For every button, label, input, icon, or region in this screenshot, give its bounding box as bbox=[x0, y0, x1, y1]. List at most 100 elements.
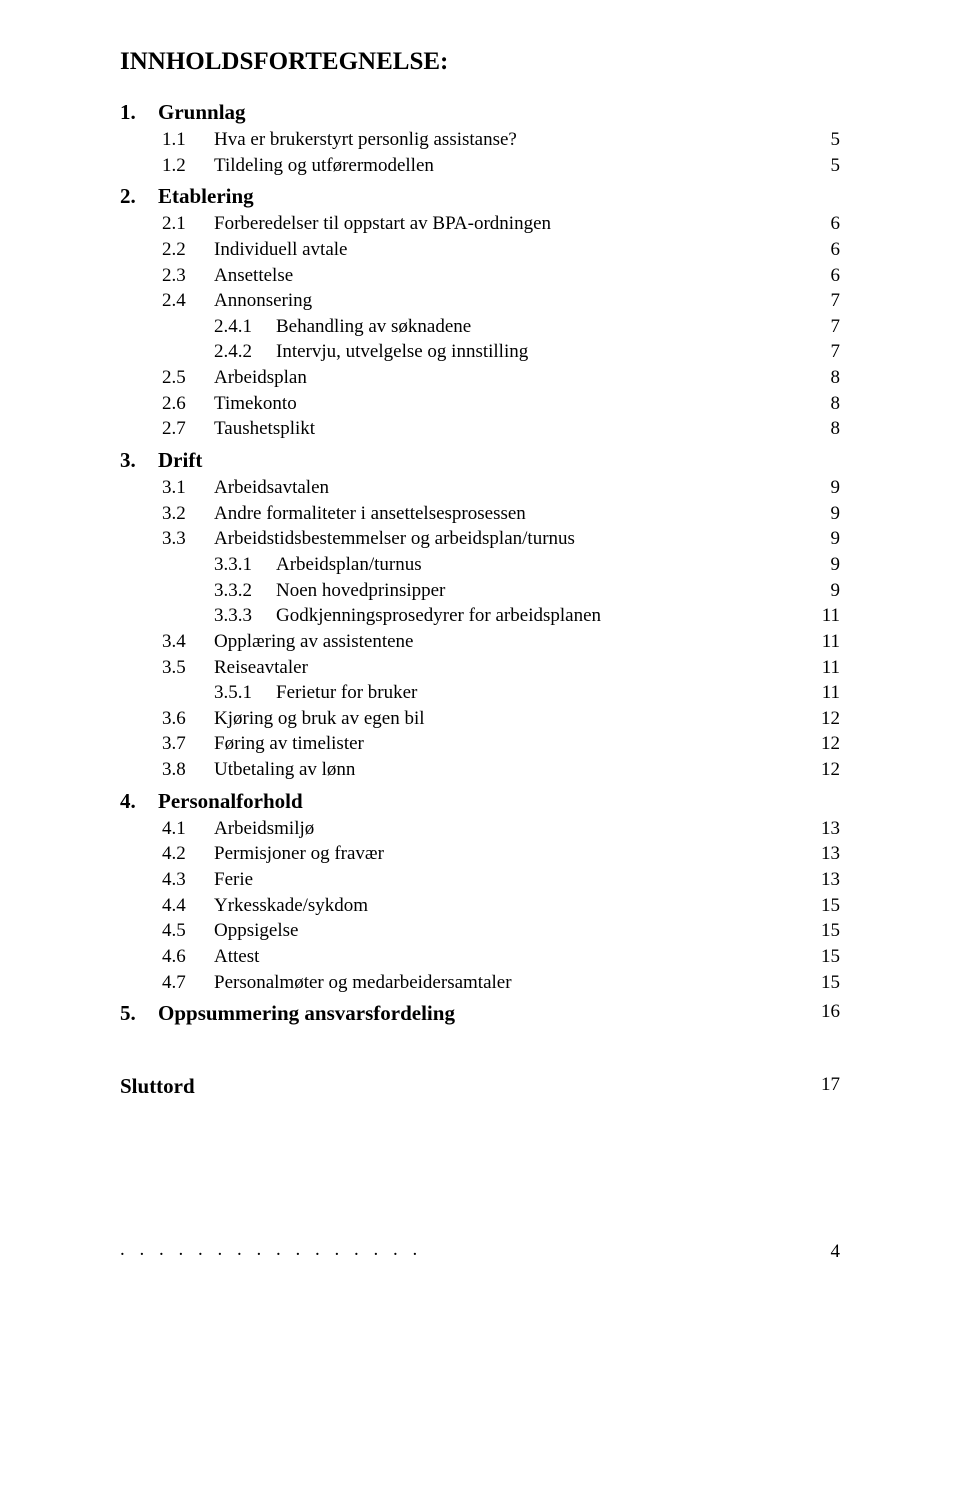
toc-entry: 3.4Opplæring av assistentene 11 bbox=[162, 629, 840, 655]
toc-num: 3.4 bbox=[162, 629, 214, 655]
toc-num: 4.5 bbox=[162, 918, 214, 944]
toc-entry: 2.4.2Intervju, utvelgelse og innstilling… bbox=[214, 339, 840, 365]
toc-label: Ansettelse bbox=[214, 265, 293, 286]
toc-entry: 2.3Ansettelse 6 bbox=[162, 263, 840, 289]
toc-num: 2.4 bbox=[162, 288, 214, 314]
toc-page: 12 bbox=[810, 757, 840, 783]
toc-entry: 3.2Andre formaliteter i ansettelsesprose… bbox=[162, 501, 840, 527]
toc-label: Personalmøter og medarbeidersamtaler bbox=[214, 972, 512, 993]
toc-page: 6 bbox=[810, 211, 840, 237]
toc-page: 11 bbox=[810, 655, 840, 681]
toc-entry: 3.3.2Noen hovedprinsipper 9 bbox=[214, 578, 840, 604]
toc-num: 5. bbox=[120, 1001, 158, 1026]
toc-entry: 3.3.1Arbeidsplan/turnus 9 bbox=[214, 552, 840, 578]
toc-num: 3.5 bbox=[162, 655, 214, 681]
toc-entry: 4.7Personalmøter og medarbeidersamtaler … bbox=[162, 970, 840, 996]
toc-entry: 2.1Forberedelser til oppstart av BPA-ord… bbox=[162, 211, 840, 237]
toc-page: 16 bbox=[810, 1001, 840, 1026]
toc-entry: 4.1Arbeidsmiljø 13 bbox=[162, 816, 840, 842]
toc-entry: 2.7Taushetsplikt 8 bbox=[162, 416, 840, 442]
toc-label: Arbeidsplan bbox=[214, 367, 307, 388]
toc-label: Arbeidstidsbestemmelser og arbeidsplan/t… bbox=[214, 528, 575, 549]
toc-num: 4. bbox=[120, 789, 158, 814]
toc-num: 3.7 bbox=[162, 731, 214, 757]
toc-entry: 3.5.1Ferietur for bruker 11 bbox=[214, 680, 840, 706]
toc-page: 15 bbox=[810, 893, 840, 919]
toc-entry: 4.4Yrkesskade/sykdom 15 bbox=[162, 893, 840, 919]
toc-num: 4.4 bbox=[162, 893, 214, 919]
toc-label: Behandling av søknadene bbox=[276, 316, 471, 337]
toc-entry: 4.2Permisjoner og fravær 13 bbox=[162, 841, 840, 867]
toc-page: 9 bbox=[810, 501, 840, 527]
toc-num: 1. bbox=[120, 100, 158, 125]
toc-num: 2.5 bbox=[162, 365, 214, 391]
toc-label: Individuell avtale bbox=[214, 239, 347, 260]
toc-label: Grunnlag bbox=[158, 100, 246, 124]
toc-num: 3.6 bbox=[162, 706, 214, 732]
toc-label: Hva er brukerstyrt personlig assistanse? bbox=[214, 129, 517, 150]
toc-num: 3.3.1 bbox=[214, 552, 276, 578]
toc-page: 9 bbox=[810, 552, 840, 578]
toc-num: 3.3.3 bbox=[214, 603, 276, 629]
toc-label: Intervju, utvelgelse og innstilling bbox=[276, 341, 528, 362]
toc-page: 5 bbox=[810, 153, 840, 179]
toc-num: 3.3.2 bbox=[214, 578, 276, 604]
toc-page: 11 bbox=[810, 603, 840, 629]
toc-entry: 2.4Annonsering 7 bbox=[162, 288, 840, 314]
toc-num: 3. bbox=[120, 448, 158, 473]
toc-label: Arbeidsplan/turnus bbox=[276, 554, 422, 575]
toc-num: 2.3 bbox=[162, 263, 214, 289]
toc-num: 2.6 bbox=[162, 391, 214, 417]
toc-page: 13 bbox=[810, 841, 840, 867]
toc-page: 11 bbox=[810, 629, 840, 655]
toc-section-4: 4.Personalforhold bbox=[120, 789, 840, 814]
toc-page: 12 bbox=[810, 706, 840, 732]
toc-num: 1.1 bbox=[162, 127, 214, 153]
toc-page: 11 bbox=[810, 680, 840, 706]
toc-num: 2.4.2 bbox=[214, 339, 276, 365]
toc-label: Arbeidsmiljø bbox=[214, 818, 314, 839]
toc-entry: 3.5Reiseavtaler 11 bbox=[162, 655, 840, 681]
toc-label: Personalforhold bbox=[158, 789, 303, 813]
toc-label: Arbeidsavtalen bbox=[214, 477, 329, 498]
toc-page: 12 bbox=[810, 731, 840, 757]
toc-label: Tildeling og utførermodellen bbox=[214, 155, 434, 176]
toc-page: 15 bbox=[810, 944, 840, 970]
toc-page: 9 bbox=[810, 578, 840, 604]
toc-label: Drift bbox=[158, 448, 202, 472]
toc-page: 7 bbox=[810, 339, 840, 365]
toc-label: Oppsummering ansvarsfordeling bbox=[158, 1001, 455, 1025]
toc-section-3: 3.Drift bbox=[120, 448, 840, 473]
toc-label: Etablering bbox=[158, 184, 254, 208]
toc-num: 3.8 bbox=[162, 757, 214, 783]
toc-label: Permisjoner og fravær bbox=[214, 843, 384, 864]
toc-num: 4.3 bbox=[162, 867, 214, 893]
toc-num: 1.2 bbox=[162, 153, 214, 179]
toc-page: 6 bbox=[810, 237, 840, 263]
toc-entry: 3.8Utbetaling av lønn 12 bbox=[162, 757, 840, 783]
toc-page: 9 bbox=[810, 526, 840, 552]
toc-label: Noen hovedprinsipper bbox=[276, 580, 445, 601]
toc-page: 5 bbox=[810, 127, 840, 153]
toc-num: 3.2 bbox=[162, 501, 214, 527]
toc-page: 15 bbox=[810, 970, 840, 996]
toc-num: 3.1 bbox=[162, 475, 214, 501]
document-page: INNHOLDSFORTEGNELSE: 1.Grunnlag 1.1Hva e… bbox=[0, 0, 960, 1303]
toc-num: 4.2 bbox=[162, 841, 214, 867]
toc-num: 2. bbox=[120, 184, 158, 209]
toc-label: Attest bbox=[214, 946, 259, 967]
toc-page: 13 bbox=[810, 816, 840, 842]
toc-entry: 3.3Arbeidstidsbestemmelser og arbeidspla… bbox=[162, 526, 840, 552]
toc-num: 4.1 bbox=[162, 816, 214, 842]
toc-section-2: 2.Etablering bbox=[120, 184, 840, 209]
toc-entry: 4.5Oppsigelse 15 bbox=[162, 918, 840, 944]
toc-page: 7 bbox=[810, 314, 840, 340]
toc-page: 13 bbox=[810, 867, 840, 893]
toc-label: Andre formaliteter i ansettelsesprosesse… bbox=[214, 503, 526, 524]
toc-page: 8 bbox=[810, 391, 840, 417]
toc-num: 2.4.1 bbox=[214, 314, 276, 340]
toc-entry: 1.1Hva er brukerstyrt personlig assistan… bbox=[162, 127, 840, 153]
toc-section-1: 1.Grunnlag bbox=[120, 100, 840, 125]
toc-entry: 3.1Arbeidsavtalen 9 bbox=[162, 475, 840, 501]
toc-entry: 3.6Kjøring og bruk av egen bil 12 bbox=[162, 706, 840, 732]
